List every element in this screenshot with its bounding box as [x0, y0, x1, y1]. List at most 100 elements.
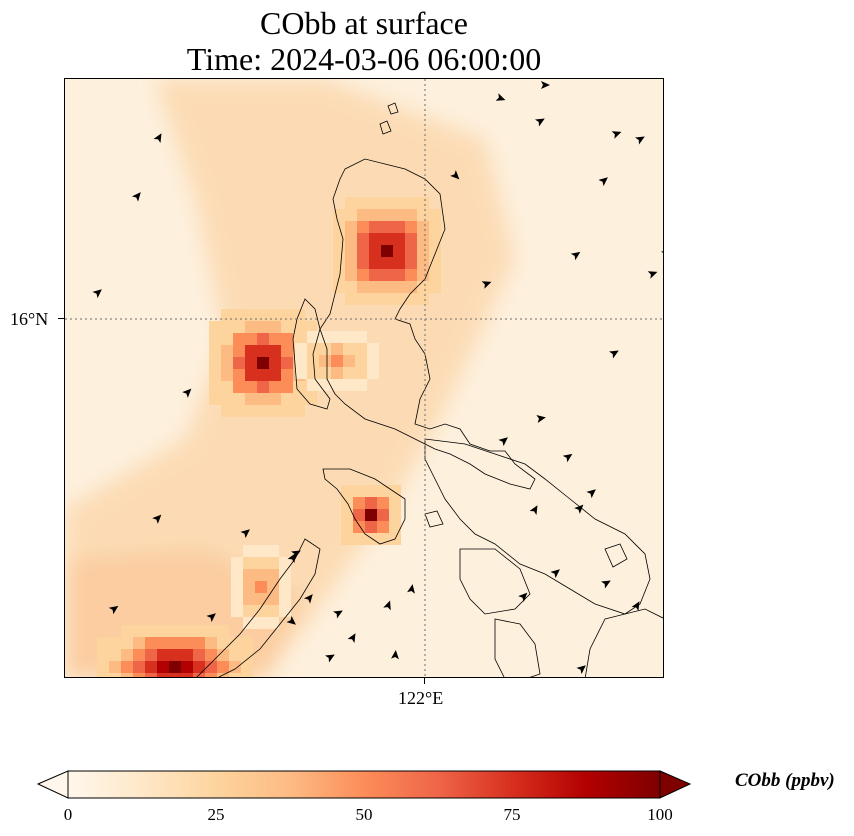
- wind-vector-layer: [92, 81, 663, 675]
- hotspot-cell: [133, 673, 145, 677]
- hotspot-cell: [369, 221, 381, 233]
- hotspot-cell: [405, 257, 417, 269]
- hotspot-cell: [355, 379, 367, 391]
- hotspot-cell: [231, 605, 243, 617]
- hotspot-cell: [241, 661, 253, 673]
- hotspot-cell: [369, 197, 381, 209]
- hotspot-cell: [257, 309, 269, 321]
- hotspot-cell: [367, 367, 379, 379]
- hotspot-cell: [377, 497, 389, 509]
- hotspot-cell: [345, 281, 357, 293]
- hotspot-cell: [429, 269, 441, 281]
- hotspot-cell: [279, 605, 291, 617]
- coastline-panay: [459, 548, 531, 615]
- wind-arrow-icon: [481, 281, 492, 289]
- wind-arrow-icon: [325, 654, 335, 663]
- hotspot-cell: [209, 381, 221, 393]
- hotspot-cell: [267, 605, 279, 617]
- hotspot-cell: [381, 293, 393, 305]
- hotspot-cell: [343, 367, 355, 379]
- hotspot-cell: [221, 405, 233, 417]
- hotspot-cell: [217, 673, 229, 677]
- coastline-mindanao-edge: [584, 608, 663, 677]
- hotspot-cell: [217, 637, 229, 649]
- hotspot-cell: [97, 673, 109, 677]
- hotspot-cell: [345, 233, 357, 245]
- coastline-layer: [196, 102, 663, 677]
- hotspot-cell: [181, 637, 193, 649]
- hotspot-cell: [257, 369, 269, 381]
- hotspot-cell: [229, 637, 241, 649]
- hotspot-cell: [405, 221, 417, 233]
- hotspot-cell: [181, 625, 193, 637]
- hotspot-cell: [243, 593, 255, 605]
- hotspot-cell: [389, 497, 401, 509]
- hotspot-cell: [357, 293, 369, 305]
- coastline-islet-3: [604, 543, 628, 568]
- hotspot-cell: [181, 649, 193, 661]
- hotspot-cell: [417, 221, 429, 233]
- hotspot-cell: [417, 281, 429, 293]
- hotspot-cell: [269, 357, 281, 369]
- hotspot-cell: [267, 545, 279, 557]
- hotspot-cell: [217, 649, 229, 661]
- hotspot-cell: [255, 569, 267, 581]
- hotspot-cell: [417, 233, 429, 245]
- hotspot-cell: [331, 331, 343, 343]
- map-panel[interactable]: [64, 78, 664, 678]
- hotspot-cell: [357, 269, 369, 281]
- hotspot-cell: [319, 367, 331, 379]
- hotspot-cell: [393, 245, 405, 257]
- hotspot-cell: [281, 369, 293, 381]
- hotspot-cell: [209, 393, 221, 405]
- hotspot-cell: [121, 649, 133, 661]
- hotspot-cell: [209, 345, 221, 357]
- hotspot-cell: [405, 197, 417, 209]
- hotspot-cell: [205, 625, 217, 637]
- hotspot-cell: [133, 661, 145, 673]
- hotspot-cell: [221, 393, 233, 405]
- wind-arrow-icon: [529, 505, 538, 515]
- coastline-central: [292, 298, 331, 410]
- hotspot-cell: [281, 381, 293, 393]
- hotspot-cell: [133, 649, 145, 661]
- hotspot-cell: [355, 343, 367, 355]
- hotspot-cell: [169, 673, 181, 677]
- hotspot-cell: [205, 673, 217, 677]
- hotspot-cell: [97, 637, 109, 649]
- colorbar: [36, 770, 692, 799]
- wind-arrow-icon: [407, 584, 415, 594]
- hotspot-cell: [367, 355, 379, 367]
- hotspot-cell: [293, 381, 305, 393]
- hotspot-cell: [241, 673, 253, 677]
- gridlines: [65, 79, 663, 677]
- hotspot-cell: [345, 245, 357, 257]
- colorbar-extend-max: [659, 770, 692, 799]
- hotspot-cell: [319, 355, 331, 367]
- hotspot-cell: [231, 581, 243, 593]
- hotspot-cell: [269, 393, 281, 405]
- wind-arrow-icon: [576, 665, 586, 675]
- hotspot-cell: [243, 545, 255, 557]
- lon-tick-mark: [424, 678, 425, 684]
- wind-arrow-icon: [574, 504, 584, 514]
- hotspot-cell: [381, 245, 393, 257]
- wind-arrow-icon: [570, 251, 581, 261]
- hotspot-cell: [193, 649, 205, 661]
- hotspot-cell: [257, 333, 269, 345]
- hotspot-cell: [355, 355, 367, 367]
- hotspot-cell: [293, 393, 305, 405]
- wind-arrow-icon: [647, 271, 658, 279]
- wind-arrow-icon: [609, 350, 619, 359]
- hotspot-cell: [305, 321, 317, 333]
- wind-arrow-icon: [536, 415, 546, 423]
- hotspot-cell: [269, 369, 281, 381]
- wind-arrow-icon: [601, 580, 611, 589]
- hotspot-cell: [209, 321, 221, 333]
- wind-arrow-icon: [240, 529, 250, 539]
- hotspot-cell: [281, 357, 293, 369]
- hotspot-cell: [245, 345, 257, 357]
- hotspot-cell: [377, 509, 389, 521]
- hotspot-cell: [365, 497, 377, 509]
- wind-arrow-icon: [611, 131, 622, 139]
